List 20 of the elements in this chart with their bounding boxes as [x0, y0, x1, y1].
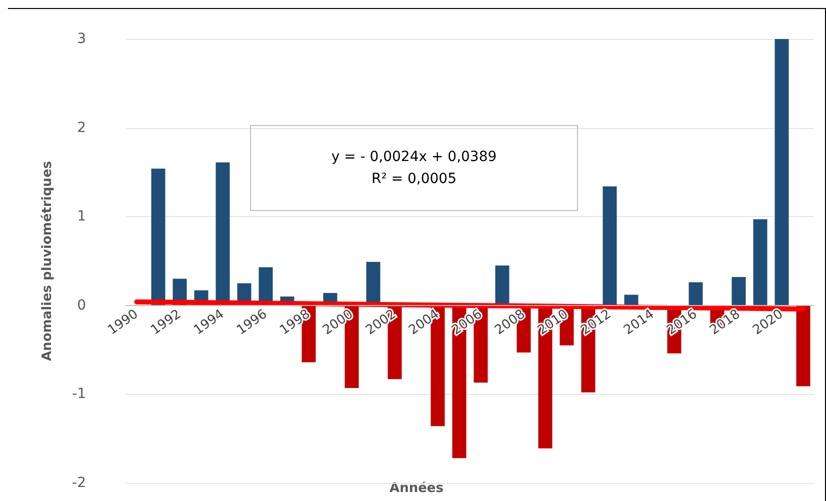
x-axis-title: Années: [390, 481, 444, 496]
annotation: y = - 0,0024x + 0,0389: [331, 148, 497, 167]
annotation: R² = 0,0005: [372, 170, 456, 189]
y-tick-label: 2: [77, 120, 86, 136]
y-tick-label: -1: [72, 386, 86, 402]
bar: [602, 186, 617, 306]
y-tick-label: -2: [72, 475, 86, 491]
y-tick-label: 0: [77, 297, 86, 314]
bar: [624, 294, 638, 306]
bar: [688, 282, 703, 306]
bar: [796, 305, 810, 386]
bar: [732, 276, 746, 306]
equation-box: y = - 0,0024x + 0,0389 R² = 0,0005: [250, 125, 578, 211]
bar: [495, 265, 510, 306]
y-tick-label: 3: [77, 31, 86, 47]
y-axis-title: Anomalies pluviométriques: [40, 160, 55, 361]
bar: [774, 39, 789, 306]
bar: [151, 168, 166, 306]
y-tick-label: 1: [77, 208, 86, 225]
bar: [753, 219, 768, 306]
